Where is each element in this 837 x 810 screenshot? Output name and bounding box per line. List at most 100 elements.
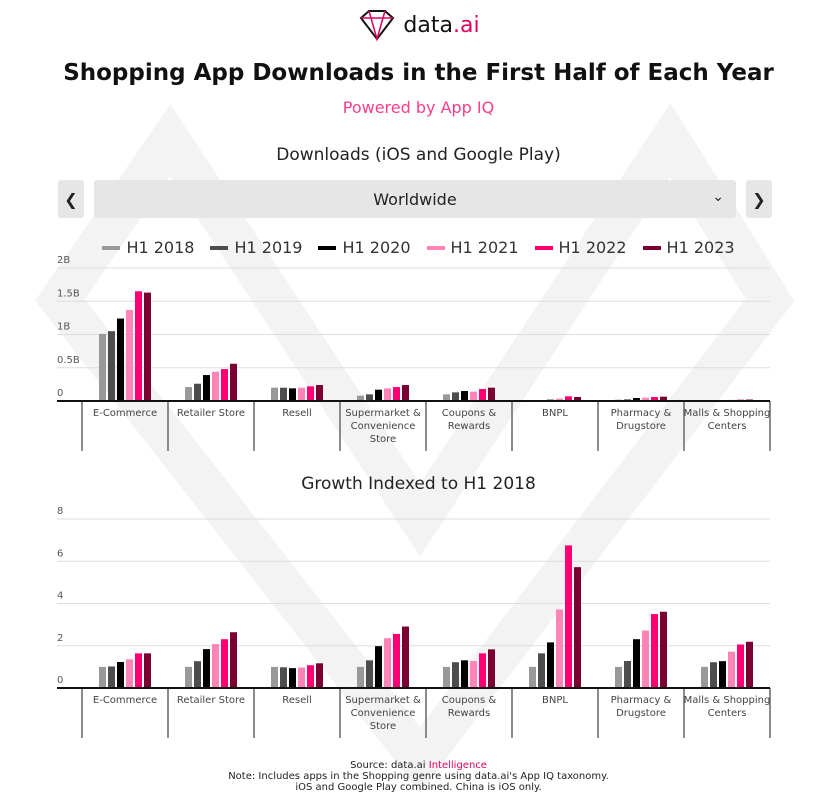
bar-h1-2023 — [144, 653, 151, 688]
bar-h1-2019 — [624, 660, 631, 688]
bar-h1-2021 — [126, 309, 133, 401]
bar-h1-2018 — [271, 666, 278, 688]
bar-h1-2019 — [452, 662, 459, 688]
chevron-left-icon: ❮ — [64, 189, 78, 209]
y-tick-label: 2 — [57, 633, 63, 644]
legend-label: H1 2022 — [558, 238, 627, 257]
legend-item[interactable]: H1 2018 — [102, 238, 194, 257]
bar-h1-2022 — [737, 644, 744, 688]
bar-h1-2021 — [384, 388, 391, 401]
legend-label: H1 2020 — [342, 238, 411, 257]
bar-h1-2023 — [488, 387, 495, 401]
legend-swatch — [318, 245, 337, 250]
bar-h1-2023 — [144, 292, 151, 401]
legend-swatch — [534, 245, 553, 250]
legend-item[interactable]: H1 2020 — [318, 238, 411, 257]
bar-h1-2022 — [479, 389, 486, 401]
bar-h1-2020 — [203, 375, 210, 401]
source-line: Source: data.ai Intelligence — [350, 760, 487, 771]
y-tick-label: 0.5B — [57, 355, 80, 366]
legend-label: H1 2023 — [666, 238, 735, 257]
bar-h1-2019 — [194, 661, 201, 688]
logo-text: data.ai — [403, 12, 480, 38]
bar-h1-2022 — [135, 653, 142, 688]
y-tick-label: 4 — [57, 591, 63, 602]
legend-item[interactable]: H1 2019 — [210, 238, 302, 257]
bar-h1-2023 — [402, 626, 409, 688]
bar-h1-2018 — [271, 387, 278, 401]
logo: data.ai — [0, 8, 837, 42]
legend-label: H1 2018 — [126, 238, 195, 257]
bar-h1-2020 — [117, 318, 124, 401]
bar-h1-2021 — [642, 397, 649, 401]
category-label: Coupons & Rewards — [442, 408, 497, 432]
bar-h1-2018 — [443, 394, 450, 401]
diamond-logo-icon — [360, 10, 395, 42]
bar-h1-2023 — [230, 363, 237, 401]
bar-h1-2019 — [366, 660, 373, 688]
bar-h1-2019 — [366, 394, 373, 401]
bar-h1-2023 — [574, 397, 581, 401]
bar-h1-2021 — [642, 630, 649, 688]
y-tick-label: 8 — [57, 506, 63, 517]
bar-h1-2018 — [357, 666, 364, 688]
legend-label: H1 2019 — [234, 238, 303, 257]
bar-h1-2020 — [117, 662, 124, 688]
bar-h1-2020 — [375, 389, 382, 401]
category-label: Resell — [282, 695, 312, 706]
bar-h1-2018 — [185, 666, 192, 688]
bar-h1-2018 — [443, 666, 450, 688]
category-label: BNPL — [542, 408, 568, 419]
legend-item[interactable]: H1 2023 — [642, 238, 735, 257]
bar-h1-2022 — [307, 665, 314, 688]
bar-h1-2022 — [651, 397, 658, 401]
category-label: Supermarket & Convenience Store — [345, 695, 421, 732]
chevron-down-icon: ⌄ — [712, 189, 724, 205]
bar-h1-2023 — [660, 611, 667, 688]
bar-h1-2021 — [212, 371, 219, 401]
bar-h1-2020 — [375, 646, 382, 688]
bar-h1-2022 — [135, 291, 142, 401]
region-select[interactable]: Worldwide ⌄ — [94, 180, 736, 218]
legend-item[interactable]: H1 2021 — [426, 238, 519, 257]
category-label: Pharmacy & Drugstore — [611, 408, 672, 432]
bar-h1-2018 — [99, 666, 106, 688]
source-link[interactable]: Intelligence — [428, 760, 487, 771]
bar-h1-2021 — [556, 398, 563, 401]
prev-region-button[interactable]: ❮ — [58, 180, 84, 218]
category-label: E-Commerce — [93, 695, 157, 706]
category-label: Retailer Store — [177, 408, 245, 419]
bar-h1-2021 — [212, 644, 219, 688]
category-label: Malls & Shopping Centers — [684, 695, 771, 719]
bar-h1-2020 — [633, 639, 640, 688]
bar-h1-2018 — [701, 666, 708, 688]
y-tick-label: 1B — [57, 322, 70, 333]
bar-h1-2020 — [289, 388, 296, 401]
category-label: Pharmacy & Drugstore — [611, 695, 672, 719]
category-label: Coupons & Rewards — [442, 695, 497, 719]
category-label: Supermarket & Convenience Store — [345, 408, 421, 445]
y-tick-label: 0 — [57, 388, 63, 399]
legend-item[interactable]: H1 2022 — [534, 238, 627, 257]
bar-h1-2020 — [289, 668, 296, 688]
bar-h1-2019 — [108, 666, 115, 688]
legend-swatch — [210, 245, 229, 250]
y-tick-label: 1.5B — [57, 288, 80, 299]
next-region-button[interactable]: ❯ — [746, 180, 772, 218]
bar-h1-2022 — [565, 396, 572, 401]
bar-h1-2022 — [393, 633, 400, 688]
bar-h1-2019 — [108, 331, 115, 401]
bar-h1-2019 — [452, 392, 459, 401]
page-title: Shopping App Downloads in the First Half… — [63, 60, 774, 86]
bar-h1-2023 — [230, 632, 237, 688]
bar-h1-2021 — [126, 659, 133, 688]
bar-h1-2022 — [565, 545, 572, 688]
bar-h1-2019 — [194, 383, 201, 401]
legend-label: H1 2021 — [450, 238, 519, 257]
y-tick-label: 0 — [57, 675, 63, 686]
footer-note-2: iOS and Google Play combined. China is i… — [295, 782, 542, 793]
category-label: BNPL — [542, 695, 568, 706]
bar-h1-2021 — [298, 667, 305, 688]
bar-h1-2022 — [393, 387, 400, 401]
